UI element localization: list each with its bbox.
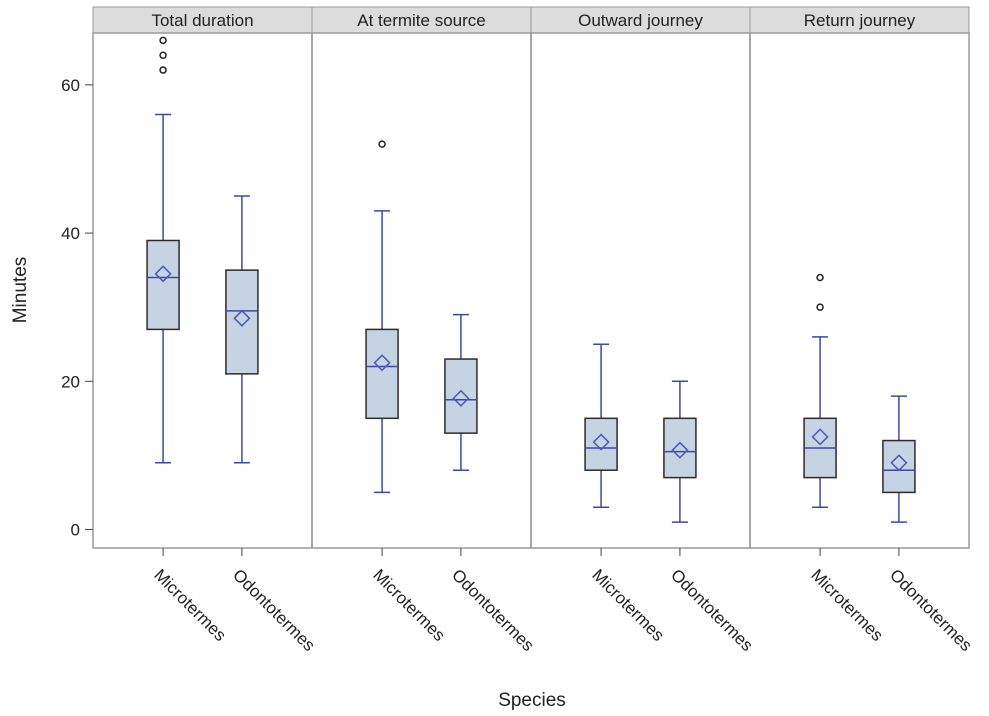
iqr-box <box>882 439 916 494</box>
box-odontotermes <box>663 380 697 523</box>
outlier-point <box>816 303 824 311</box>
iqr-box <box>444 358 478 434</box>
box-microtermes <box>146 36 180 464</box>
x-axis-title: Species <box>498 690 566 711</box>
x-tick-label: Microtermes <box>369 565 449 645</box>
panel-2: At termite source <box>311 6 532 549</box>
panel-title: At termite source <box>357 11 486 30</box>
panels-layer: Total duration At termite source Outward j… <box>92 6 970 549</box>
panel-header <box>311 6 532 34</box>
panel-title: Return journey <box>804 11 916 30</box>
x-tick-label: Odontotermes <box>667 565 757 655</box>
mean-marker <box>452 389 470 407</box>
y-tick-label: 20 <box>61 372 80 391</box>
iqr-box <box>225 269 259 375</box>
mean-marker <box>373 354 391 372</box>
y-axis: 0 20 40 60 <box>61 76 93 539</box>
box-microtermes <box>584 343 618 508</box>
panel-header <box>749 6 970 34</box>
x-tick-label: Odontotermes <box>448 565 538 655</box>
box-microtermes <box>365 140 399 494</box>
outlier-point <box>816 273 824 282</box>
iqr-box <box>146 239 180 331</box>
box-odontotermes <box>225 195 259 464</box>
outlier-point <box>159 51 167 59</box>
iqr-box <box>663 417 697 479</box>
box-odontotermes <box>882 395 916 523</box>
x-tick-label: Odontotermes <box>886 565 976 655</box>
y-axis-title: Minutes <box>10 257 31 324</box>
y-tick-label: 60 <box>61 76 80 95</box>
panel-3: Outward journey <box>530 6 751 549</box>
mean-marker <box>671 441 689 459</box>
x-axis: Microtermes Odontotermes Microtermes Odonto… <box>150 548 976 655</box>
x-tick-label: Microtermes <box>588 565 668 645</box>
panel-title: Outward journey <box>578 11 703 30</box>
y-tick-label: 40 <box>61 224 80 243</box>
iqr-box <box>365 328 399 420</box>
x-tick-label: Odontotermes <box>229 565 319 655</box>
outlier-point <box>378 140 386 148</box>
panel-header <box>92 6 313 34</box>
mean-marker <box>154 265 172 283</box>
panel-title: Total duration <box>151 11 253 30</box>
mean-marker <box>890 454 908 472</box>
x-tick-label: Microtermes <box>807 565 887 645</box>
panel-header <box>530 6 751 34</box>
box-microtermes <box>803 273 837 508</box>
panel-1: Total duration <box>92 6 313 549</box>
panel-frame <box>92 32 313 549</box>
panel-frame <box>530 32 751 549</box>
panel-frame <box>311 32 532 549</box>
iqr-box <box>584 417 618 471</box>
panel-frame <box>749 32 970 549</box>
y-tick-label: 0 <box>71 520 80 539</box>
outlier-point <box>159 36 167 45</box>
box-odontotermes <box>444 313 478 471</box>
mean-marker <box>811 428 829 446</box>
panel-4: Return journey <box>749 6 970 549</box>
mean-marker <box>233 309 251 327</box>
x-tick-label: Microtermes <box>150 565 230 645</box>
mean-marker <box>592 433 610 451</box>
outlier-point <box>159 66 167 74</box>
